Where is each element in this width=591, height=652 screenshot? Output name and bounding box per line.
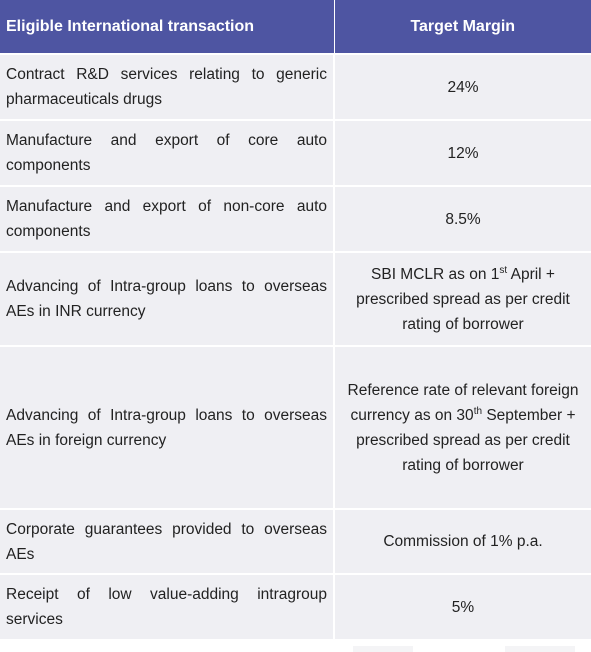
- transaction-text: Advancing of Intra-group loans to overse…: [6, 278, 327, 320]
- transaction-text: Manufacture and export of non-core auto …: [6, 198, 327, 240]
- table-body: Contract R&D services relating to generi…: [0, 53, 591, 639]
- transaction-text: Contract R&D services relating to generi…: [6, 66, 327, 108]
- table-row: Receipt of low value-adding intragroup s…: [0, 573, 591, 639]
- margin-cell: 24%: [334, 53, 591, 120]
- page-bottom-strip: [0, 646, 591, 652]
- margin-cell: 8.5%: [334, 185, 591, 252]
- margin-text-end: April + prescribed spread as per credit …: [356, 265, 570, 333]
- bottom-shadow-block: [505, 646, 575, 652]
- margin-text-start: Reference rate of relevant foreign curre…: [347, 381, 579, 424]
- table-row: Manufacture and export of core auto comp…: [0, 119, 591, 186]
- transaction-text: Advancing of Intra-group loans to overse…: [6, 406, 327, 449]
- table-row: Contract R&D services relating to generi…: [0, 53, 591, 120]
- margin-cell: Reference rate of relevant foreign curre…: [334, 345, 591, 509]
- margin-text-start: SBI MCLR as on 1: [371, 265, 500, 283]
- transaction-cell: Manufacture and export of non-core auto …: [0, 185, 335, 252]
- margin-cell: SBI MCLR as on 1st April + prescribed sp…: [334, 251, 591, 346]
- table-row: Corporate guarantees provided to oversea…: [0, 508, 591, 574]
- table-row: Advancing of Intra-group loans to overse…: [0, 345, 591, 509]
- transaction-text: Corporate guarantees provided to oversea…: [6, 520, 327, 563]
- transaction-cell: Manufacture and export of core auto comp…: [0, 119, 335, 186]
- transaction-cell: Corporate guarantees provided to oversea…: [0, 508, 335, 574]
- transaction-cell: Advancing of Intra-group loans to overse…: [0, 251, 335, 346]
- table-row: Advancing of Intra-group loans to overse…: [0, 251, 591, 346]
- ordinal-suffix: st: [499, 264, 508, 276]
- header-target-margin: Target Margin: [334, 0, 591, 54]
- transaction-cell: Contract R&D services relating to generi…: [0, 53, 335, 120]
- margin-text-end: September + prescribed spread as per cre…: [356, 406, 576, 474]
- header-transaction: Eligible International transaction: [0, 0, 335, 54]
- margin-cell: 12%: [334, 119, 591, 186]
- transaction-cell: Receipt of low value-adding intragroup s…: [0, 573, 335, 639]
- table-row: Manufacture and export of non-core auto …: [0, 185, 591, 252]
- margin-cell: 5%: [334, 573, 591, 639]
- transaction-cell: Advancing of Intra-group loans to overse…: [0, 345, 335, 509]
- margin-cell: Commission of 1% p.a.: [334, 508, 591, 574]
- header-row: Eligible International transaction Targe…: [0, 0, 591, 54]
- ordinal-suffix: th: [473, 405, 483, 417]
- table-header: Eligible International transaction Targe…: [0, 0, 591, 54]
- transaction-text: Receipt of low value-adding intragroup s…: [6, 586, 327, 628]
- bottom-shadow-block: [353, 646, 413, 652]
- transaction-text: Manufacture and export of core auto comp…: [6, 132, 327, 174]
